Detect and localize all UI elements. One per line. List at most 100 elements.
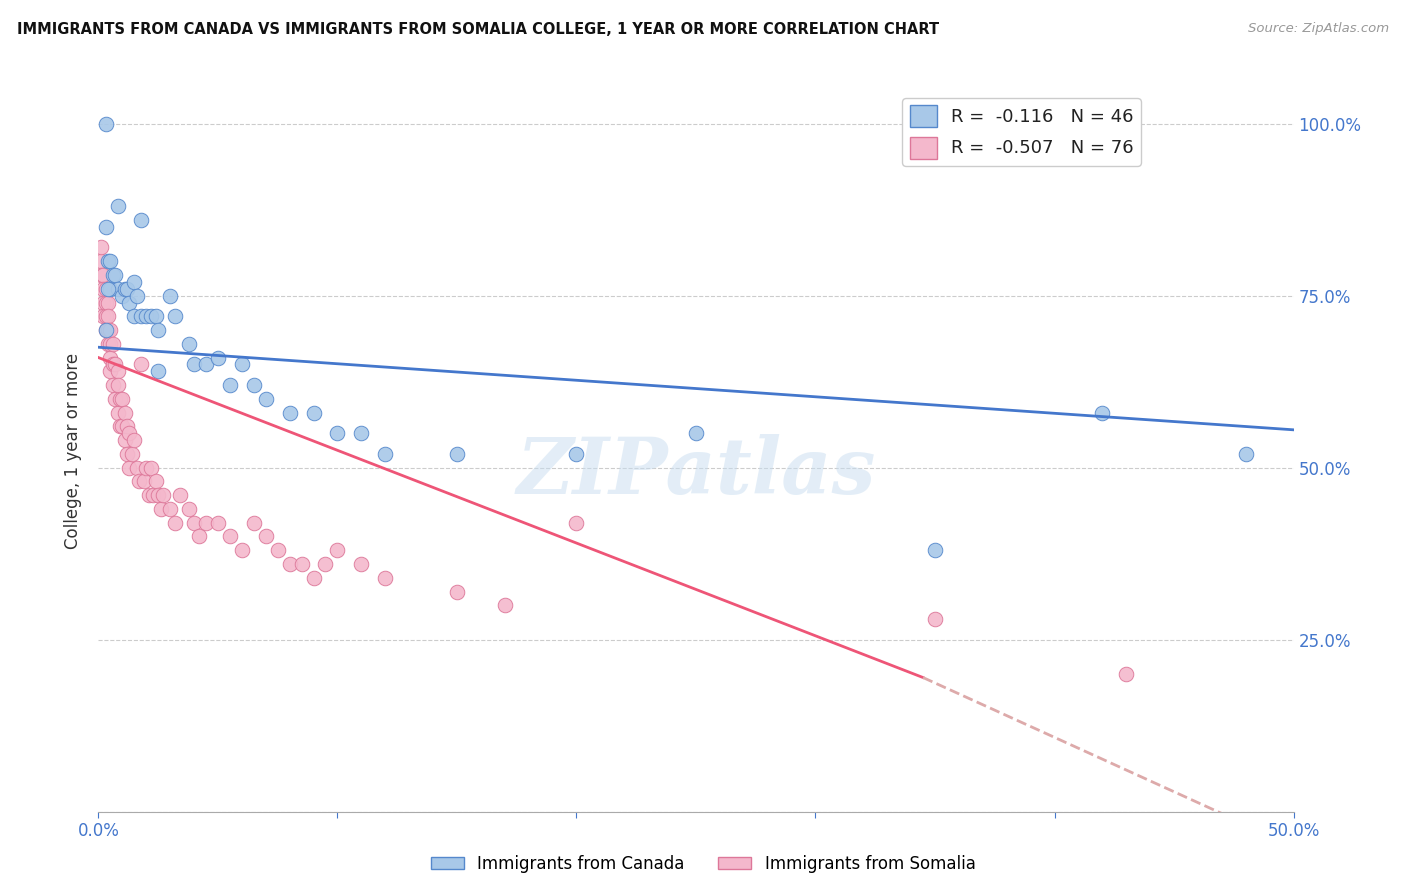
Text: Source: ZipAtlas.com: Source: ZipAtlas.com (1249, 22, 1389, 36)
Point (98, 336, 122, 351)
Point (125, 288, 148, 302)
Point (326, 426, 349, 441)
Point (145, 310, 167, 324)
Point (98, 323, 122, 337)
Point (90, 240, 112, 254)
Point (152, 488, 174, 502)
Point (131, 358, 153, 372)
Point (118, 295, 141, 310)
Point (135, 310, 157, 324)
Point (291, 557, 314, 571)
Point (183, 516, 205, 530)
Point (254, 392, 277, 406)
Point (90, 254, 112, 268)
Point (108, 392, 131, 406)
Point (685, 426, 707, 441)
Point (118, 460, 141, 475)
Point (107, 378, 129, 392)
Point (187, 529, 209, 543)
Point (350, 557, 373, 571)
Point (91, 295, 114, 310)
Point (90, 268, 112, 282)
Point (139, 460, 162, 475)
Point (97, 282, 120, 296)
Point (94, 219, 117, 234)
Point (159, 502, 181, 516)
Point (267, 543, 290, 558)
Point (107, 282, 129, 296)
Point (101, 268, 124, 282)
Point (350, 426, 373, 441)
Point (159, 288, 181, 302)
Point (98, 254, 122, 268)
Point (179, 502, 201, 516)
Point (94, 117, 117, 131)
Point (101, 378, 124, 392)
Point (94, 295, 117, 310)
Point (278, 406, 301, 420)
Point (179, 336, 201, 351)
Point (97, 323, 120, 337)
Point (124, 275, 146, 289)
Point (104, 392, 127, 406)
Point (924, 612, 946, 626)
Point (139, 310, 162, 324)
Point (924, 543, 946, 558)
Point (169, 488, 191, 502)
Point (1115, 667, 1137, 681)
Point (121, 447, 143, 461)
Point (104, 358, 127, 372)
Point (326, 543, 349, 558)
Point (149, 502, 172, 516)
Point (195, 516, 218, 530)
Point (98, 351, 122, 365)
Point (302, 406, 325, 420)
Point (219, 378, 242, 392)
Point (374, 571, 396, 585)
Point (148, 323, 170, 337)
Point (94, 282, 117, 296)
Point (114, 282, 136, 296)
Point (111, 419, 134, 434)
Point (94, 323, 117, 337)
Point (494, 599, 516, 613)
Text: IMMIGRANTS FROM CANADA VS IMMIGRANTS FROM SOMALIA COLLEGE, 1 YEAR OR MORE CORREL: IMMIGRANTS FROM CANADA VS IMMIGRANTS FRO… (17, 22, 939, 37)
Point (138, 488, 160, 502)
Point (243, 378, 266, 392)
Legend: Immigrants from Canada, Immigrants from Somalia: Immigrants from Canada, Immigrants from … (423, 848, 983, 880)
Point (163, 516, 186, 530)
Point (91, 310, 114, 324)
Point (111, 288, 134, 302)
Point (145, 475, 167, 489)
Point (98, 364, 122, 378)
Point (91, 268, 114, 282)
Point (1234, 447, 1257, 461)
Point (163, 310, 186, 324)
Point (97, 336, 120, 351)
Point (302, 571, 325, 585)
Point (231, 358, 253, 372)
Point (195, 358, 218, 372)
Point (131, 310, 153, 324)
Point (254, 529, 277, 543)
Point (107, 199, 129, 213)
Point (101, 336, 124, 351)
Point (118, 426, 141, 441)
Point (207, 351, 229, 365)
Point (114, 433, 136, 447)
Point (565, 516, 588, 530)
Point (1091, 406, 1114, 420)
Point (183, 358, 205, 372)
Legend: R =  -0.116   N = 46, R =  -0.507   N = 76: R = -0.116 N = 46, R = -0.507 N = 76 (903, 98, 1142, 166)
Point (94, 310, 117, 324)
Point (243, 516, 266, 530)
Point (132, 475, 155, 489)
Point (446, 584, 468, 599)
Point (97, 295, 120, 310)
Text: ZIPatlas: ZIPatlas (516, 434, 876, 510)
Point (94, 323, 117, 337)
Point (565, 447, 588, 461)
Point (115, 447, 138, 461)
Point (101, 358, 124, 372)
Point (115, 282, 138, 296)
